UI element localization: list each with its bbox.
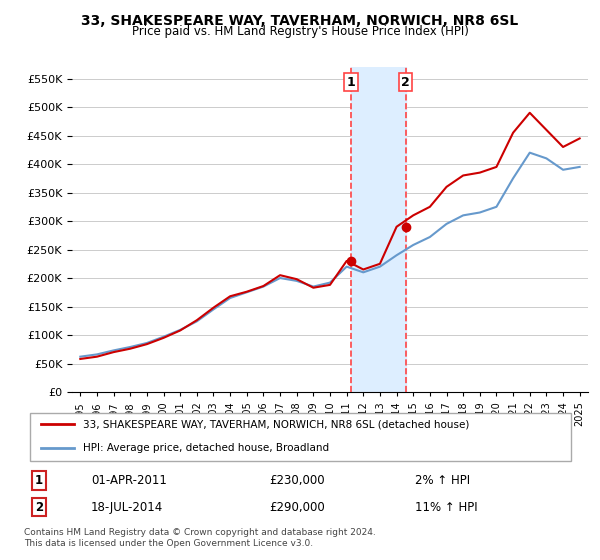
Bar — [351, 67, 406, 392]
Text: 2: 2 — [35, 501, 43, 514]
Text: HPI: Average price, detached house, Broadland: HPI: Average price, detached house, Broa… — [83, 443, 329, 453]
Text: 1: 1 — [35, 474, 43, 487]
Text: 01-APR-2011: 01-APR-2011 — [91, 474, 167, 487]
Text: 33, SHAKESPEARE WAY, TAVERHAM, NORWICH, NR8 6SL: 33, SHAKESPEARE WAY, TAVERHAM, NORWICH, … — [82, 14, 518, 28]
Text: £290,000: £290,000 — [269, 501, 325, 514]
Text: 11% ↑ HPI: 11% ↑ HPI — [415, 501, 477, 514]
Text: 2: 2 — [401, 76, 410, 88]
Text: 33, SHAKESPEARE WAY, TAVERHAM, NORWICH, NR8 6SL (detached house): 33, SHAKESPEARE WAY, TAVERHAM, NORWICH, … — [83, 419, 469, 429]
Text: Contains HM Land Registry data © Crown copyright and database right 2024.
This d: Contains HM Land Registry data © Crown c… — [24, 528, 376, 548]
FancyBboxPatch shape — [29, 413, 571, 461]
Text: Price paid vs. HM Land Registry's House Price Index (HPI): Price paid vs. HM Land Registry's House … — [131, 25, 469, 38]
Text: 2% ↑ HPI: 2% ↑ HPI — [415, 474, 470, 487]
Text: 18-JUL-2014: 18-JUL-2014 — [91, 501, 163, 514]
Text: 1: 1 — [346, 76, 355, 88]
Text: £230,000: £230,000 — [269, 474, 325, 487]
